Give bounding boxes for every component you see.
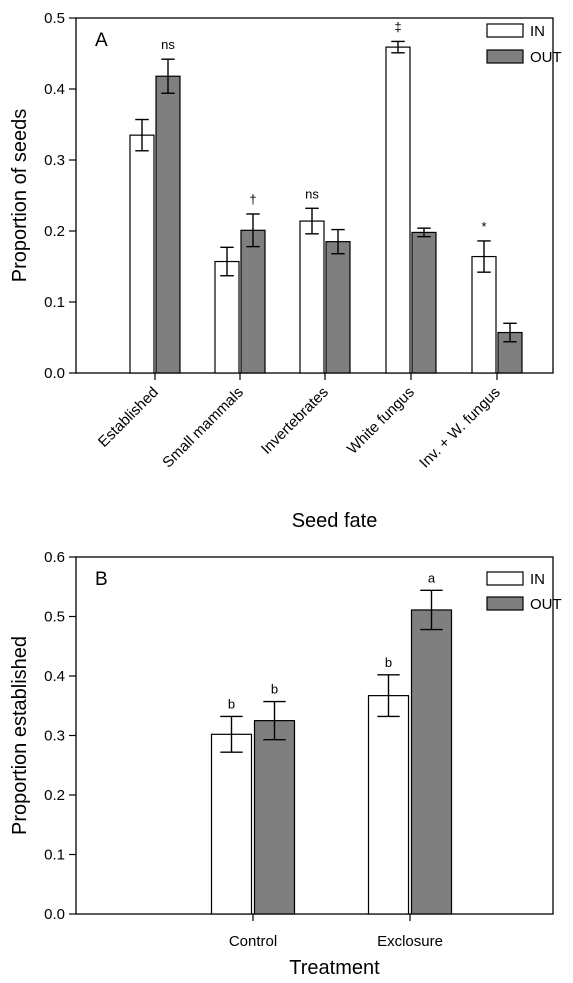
x-tick-label: Established xyxy=(95,384,162,451)
plot-frame-B xyxy=(75,556,554,915)
x-tick-label: Exclosure xyxy=(377,933,443,950)
y-axis-label: Proportion of seeds xyxy=(9,109,31,282)
significance-annotation: † xyxy=(249,192,256,207)
bar-in xyxy=(129,134,155,374)
significance-letter: b xyxy=(385,655,392,670)
y-tick-label: 0.5 xyxy=(44,10,65,27)
y-tick-label: 0.4 xyxy=(44,81,65,98)
significance-annotation: ns xyxy=(305,186,319,201)
x-tick-label: Small mammals xyxy=(159,384,246,471)
legend-swatch-in xyxy=(486,23,524,38)
legend-swatch-out xyxy=(486,596,524,611)
legend-label-out: OUT xyxy=(530,49,562,66)
significance-letter: b xyxy=(228,696,235,711)
significance-annotation: ‡ xyxy=(394,19,401,34)
y-tick-label: 0.0 xyxy=(44,906,65,923)
legend-label-in: IN xyxy=(530,23,545,40)
y-tick-label: 0.3 xyxy=(44,728,65,745)
bar-out xyxy=(253,720,296,915)
bar-out xyxy=(155,75,181,374)
legend-swatch-out xyxy=(486,49,524,64)
x-tick-label: White fungus xyxy=(344,384,418,458)
bar-out xyxy=(410,609,453,915)
x-axis-label: Seed fate xyxy=(292,510,378,532)
significance-annotation: * xyxy=(481,219,486,234)
significance-letter: a xyxy=(428,570,436,585)
panel-label: B xyxy=(95,569,108,590)
bar-out xyxy=(411,231,437,374)
legend-label-out: OUT xyxy=(530,596,562,613)
y-axis-label: Proportion established xyxy=(9,636,31,835)
y-tick-label: 0.6 xyxy=(44,549,65,566)
x-tick-label: Control xyxy=(229,933,277,950)
y-tick-label: 0.2 xyxy=(44,787,65,804)
bar-in xyxy=(299,220,325,374)
legend-swatch-in xyxy=(486,571,524,586)
y-tick-label: 0.0 xyxy=(44,365,65,382)
y-tick-label: 0.3 xyxy=(44,152,65,169)
legend-label-in: IN xyxy=(530,571,545,588)
y-tick-label: 0.5 xyxy=(44,609,65,626)
significance-letter: b xyxy=(271,682,278,697)
panel-label: A xyxy=(95,30,108,51)
bar-in xyxy=(385,46,411,374)
bar-in xyxy=(214,260,240,374)
y-tick-label: 0.1 xyxy=(44,847,65,864)
x-tick-label: Invertebrates xyxy=(258,384,332,458)
y-tick-label: 0.2 xyxy=(44,223,65,240)
significance-annotation: ns xyxy=(161,37,175,52)
x-axis-label: Treatment xyxy=(289,957,380,979)
bar-in xyxy=(367,695,410,915)
bar-out xyxy=(240,229,266,374)
x-tick-label: Inv. + W. fungus xyxy=(416,384,504,472)
bar-in xyxy=(210,733,253,915)
y-tick-label: 0.4 xyxy=(44,668,65,685)
bar-out xyxy=(325,241,351,374)
bar-in xyxy=(471,255,497,374)
y-tick-label: 0.1 xyxy=(44,294,65,311)
